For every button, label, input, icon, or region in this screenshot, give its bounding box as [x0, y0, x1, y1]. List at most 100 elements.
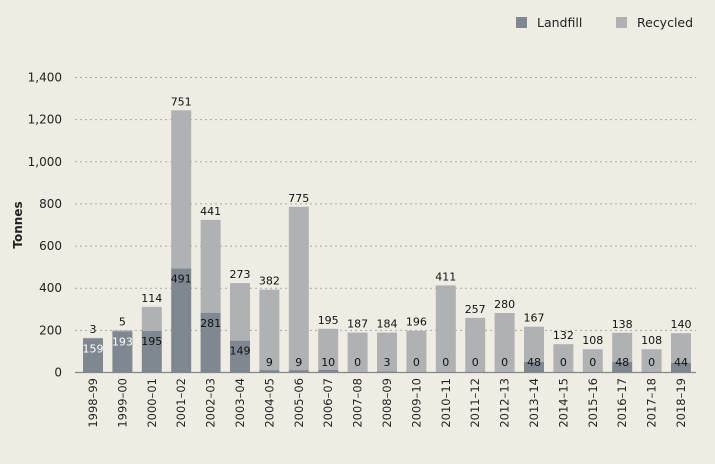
bar-landfill	[318, 369, 339, 372]
bar-landfill	[112, 331, 133, 372]
x-tick-label: 2006–07	[321, 378, 335, 428]
bar-recycled	[465, 317, 486, 372]
data-label-landfill: 0	[472, 356, 479, 369]
x-tick-label: 2018–19	[674, 378, 688, 428]
x-tick-label: 2013–14	[527, 378, 541, 428]
data-label-landfill: 44	[674, 356, 688, 369]
gridlines	[75, 77, 696, 331]
bar-recycled	[141, 306, 162, 331]
data-label-recycled: 196	[406, 316, 427, 329]
y-tick-label: 600	[39, 239, 62, 253]
data-label-landfill: 159	[83, 342, 104, 355]
data-label-landfill: 48	[615, 356, 629, 369]
legend-swatch-landfill	[516, 17, 527, 28]
y-tick-label: 400	[39, 281, 62, 295]
bar-recycled	[524, 326, 544, 362]
bars: 3 159 5 193 114 195 751 491 441 281 273 149 382 9 775 9…	[83, 95, 692, 372]
data-label-landfill: 281	[200, 317, 221, 330]
bar-landfill	[141, 330, 162, 372]
y-tick-label: 800	[39, 197, 62, 211]
bar-recycled	[259, 289, 280, 371]
data-label-recycled: 140	[671, 318, 692, 331]
x-tick-label: 2005–06	[292, 378, 306, 428]
bar-recycled	[200, 219, 221, 313]
data-label-landfill: 9	[295, 356, 302, 369]
x-tick-label: 2015–16	[586, 378, 600, 428]
data-label-landfill: 0	[501, 356, 508, 369]
x-tick-label: 2007–08	[351, 378, 365, 428]
x-tick-label: 2017–18	[645, 378, 659, 428]
bar-recycled	[553, 344, 574, 372]
bar-recycled	[288, 206, 309, 371]
bar-landfill	[171, 268, 192, 372]
bar-recycled	[347, 332, 368, 372]
bar-recycled	[230, 283, 250, 341]
data-label-recycled: 751	[171, 95, 192, 108]
data-label-recycled: 775	[288, 192, 309, 205]
data-label-recycled: 167	[524, 312, 545, 325]
data-label-landfill: 195	[141, 335, 162, 348]
data-label-landfill: 0	[413, 356, 420, 369]
bar-recycled	[318, 328, 339, 370]
y-tick-label: 0	[54, 366, 62, 380]
bar-recycled	[406, 330, 427, 372]
bar-landfill	[200, 312, 221, 372]
x-tick-label: 2011–12	[468, 378, 482, 428]
x-tick-label: 2002–03	[204, 378, 218, 428]
x-tick-label: 2000–01	[145, 378, 159, 428]
x-tick-label: 2001–02	[174, 378, 188, 428]
bar-landfill	[83, 338, 103, 372]
data-label-landfill: 9	[266, 356, 273, 369]
data-label-recycled: 411	[435, 270, 456, 283]
data-label-landfill: 3	[384, 356, 391, 369]
y-axis-ticks: 0 200 400 600 800 1,000 1,200 1,400	[28, 71, 62, 380]
bar-recycled	[435, 285, 456, 372]
y-tick-label: 1,200	[28, 113, 62, 127]
data-label-recycled: 257	[465, 303, 486, 316]
data-label-recycled: 280	[494, 298, 515, 311]
data-label-landfill: 0	[442, 356, 449, 369]
data-label-recycled: 3	[90, 323, 97, 336]
bar-recycled	[377, 332, 397, 372]
data-label-recycled: 108	[582, 334, 603, 347]
bar-landfill	[524, 361, 544, 372]
y-axis-label: Tonnes	[11, 201, 25, 248]
x-tick-label: 2016–17	[615, 378, 629, 428]
bar-recycled	[83, 337, 103, 339]
legend-label-recycled: Recycled	[637, 15, 693, 30]
data-label-landfill: 48	[527, 356, 541, 369]
bar-recycled	[112, 330, 133, 332]
x-tick-label: 2004–05	[262, 378, 276, 428]
legend-swatch-recycled	[616, 17, 627, 28]
x-tick-label: 2014–15	[556, 378, 570, 428]
data-label-recycled: 138	[612, 318, 633, 331]
data-label-landfill: 491	[171, 273, 192, 286]
data-label-landfill: 0	[354, 356, 361, 369]
data-label-recycled: 108	[641, 334, 662, 347]
data-label-recycled: 114	[141, 292, 162, 305]
x-tick-label: 2003–04	[233, 378, 247, 428]
bar-recycled	[494, 313, 515, 372]
bar-recycled	[671, 333, 691, 363]
data-label-recycled: 187	[347, 318, 368, 331]
data-label-landfill: 193	[112, 335, 133, 348]
data-label-landfill: 149	[230, 345, 251, 358]
bar-recycled	[641, 349, 662, 372]
data-label-landfill: 0	[589, 356, 596, 369]
y-tick-label: 1,400	[28, 71, 62, 85]
legend: Landfill Recycled	[516, 15, 693, 30]
x-tick-label: 2009–10	[409, 378, 423, 428]
y-tick-label: 1,000	[28, 155, 62, 169]
data-label-recycled: 195	[318, 314, 339, 327]
bar-landfill	[377, 371, 397, 372]
data-label-recycled: 5	[119, 315, 126, 328]
bar-landfill	[612, 361, 633, 372]
bar-landfill	[230, 340, 250, 372]
x-tick-label: 2012–13	[498, 378, 512, 428]
bar-recycled	[171, 110, 192, 269]
bar-landfill	[259, 370, 280, 372]
x-tick-label: 2010–11	[439, 378, 453, 428]
data-label-recycled: 273	[230, 268, 251, 281]
data-label-landfill: 0	[648, 356, 655, 369]
